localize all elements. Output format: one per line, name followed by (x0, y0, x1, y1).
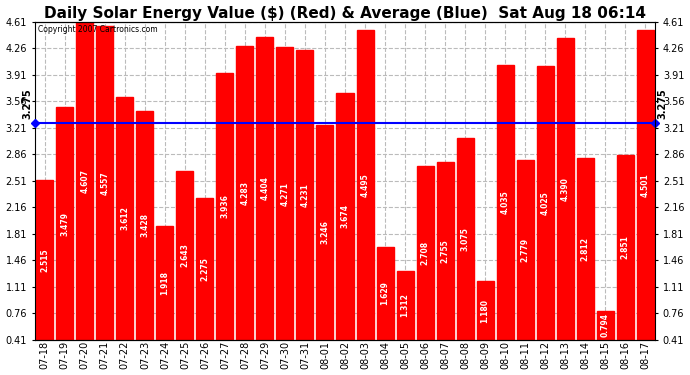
Text: 4.271: 4.271 (280, 182, 290, 206)
Bar (497, 65, 513, 340)
Bar (437, 162, 453, 340)
Bar (317, 125, 333, 340)
Bar (77, 22, 93, 340)
Bar (537, 66, 553, 340)
Text: 4.501: 4.501 (641, 173, 650, 197)
Text: 4.025: 4.025 (541, 191, 550, 215)
Bar (337, 93, 353, 340)
Text: 4.231: 4.231 (300, 183, 310, 207)
Bar (277, 47, 293, 340)
Text: 3.479: 3.479 (60, 211, 69, 236)
Text: 2.515: 2.515 (40, 248, 49, 272)
Text: 3.936: 3.936 (220, 194, 230, 218)
Text: 2.755: 2.755 (440, 239, 450, 263)
Text: 2.779: 2.779 (520, 238, 530, 262)
Bar (97, 26, 113, 340)
Text: 4.283: 4.283 (240, 181, 250, 205)
Bar (457, 138, 473, 340)
Bar (357, 30, 373, 340)
Text: 3.246: 3.246 (320, 220, 330, 244)
Text: 3.612: 3.612 (120, 207, 129, 230)
Text: 1.629: 1.629 (380, 282, 390, 306)
Bar (417, 166, 433, 340)
Bar (297, 50, 313, 340)
Bar (597, 310, 613, 340)
Bar (577, 158, 593, 340)
Bar (117, 97, 133, 340)
Text: 3.075: 3.075 (460, 227, 470, 251)
Text: 2.851: 2.851 (621, 236, 630, 259)
Text: 2.643: 2.643 (180, 243, 190, 267)
Text: 1.312: 1.312 (400, 294, 410, 318)
Bar (217, 73, 233, 340)
Bar (137, 111, 153, 340)
Text: 3.275: 3.275 (657, 88, 667, 119)
Text: 4.557: 4.557 (100, 171, 109, 195)
Text: 1.918: 1.918 (160, 271, 170, 295)
Text: 3.275: 3.275 (23, 88, 33, 119)
Text: 2.812: 2.812 (581, 237, 590, 261)
Bar (157, 225, 173, 340)
Text: 4.035: 4.035 (500, 190, 510, 214)
Bar (37, 180, 53, 340)
Bar (477, 281, 493, 340)
Bar (257, 38, 273, 340)
Text: Copyright 2007 Cartronics.com: Copyright 2007 Cartronics.com (38, 25, 157, 34)
Text: 4.495: 4.495 (360, 173, 370, 197)
Bar (177, 171, 193, 340)
Text: 4.390: 4.390 (561, 177, 570, 201)
Text: 2.708: 2.708 (420, 241, 430, 265)
Bar (397, 272, 413, 340)
Text: 3.674: 3.674 (340, 204, 350, 228)
Bar (377, 248, 393, 340)
Text: 3.428: 3.428 (140, 213, 149, 237)
Text: 4.607: 4.607 (80, 169, 89, 193)
Bar (197, 198, 213, 340)
Bar (237, 46, 253, 340)
Text: 0.794: 0.794 (601, 313, 610, 337)
Bar (57, 107, 73, 340)
Title: Daily Solar Energy Value ($) (Red) & Average (Blue)  Sat Aug 18 06:14: Daily Solar Energy Value ($) (Red) & Ave… (44, 6, 646, 21)
Text: 4.404: 4.404 (260, 177, 270, 200)
Text: 1.180: 1.180 (480, 298, 490, 322)
Text: 2.275: 2.275 (200, 257, 210, 281)
Bar (517, 160, 533, 340)
Bar (557, 38, 573, 340)
Bar (637, 30, 653, 340)
Bar (617, 155, 633, 340)
